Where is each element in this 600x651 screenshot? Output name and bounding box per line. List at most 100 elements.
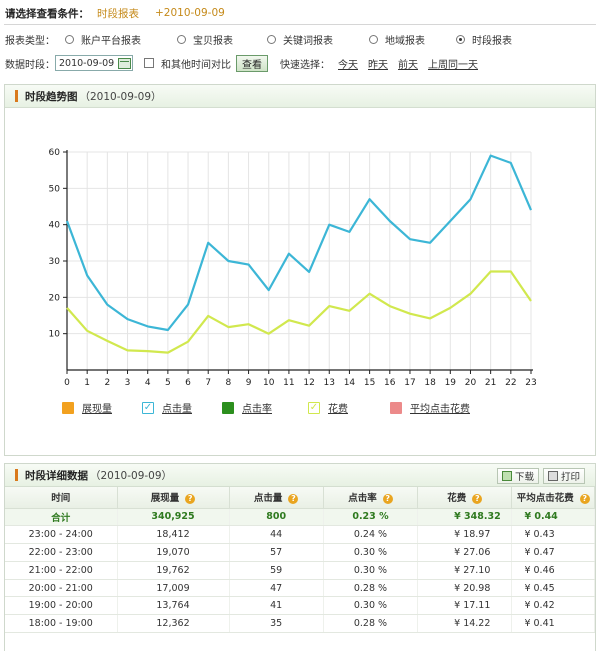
legend-item[interactable]: ✓ 花费 <box>308 400 348 415</box>
col-header-ctr[interactable]: 点击率? <box>323 487 419 509</box>
calendar-icon[interactable] <box>118 57 131 69</box>
cell: 0.30 % <box>323 543 419 562</box>
col-header-time[interactable]: 时间 <box>5 487 118 509</box>
legend-checkbox-checked-icon[interactable]: ✓ <box>308 401 320 414</box>
filter-title: 请选择查看条件： <box>5 7 89 20</box>
table-tools: 下载 打印 <box>496 468 585 484</box>
table-row: 21:00 - 22:00 19,762 59 0.30 % ¥ 27.10 ¥ 0.46 <box>5 561 595 580</box>
cell: ¥ 348.32 <box>417 508 513 527</box>
trend-panel-title: 时段趋势图 <box>25 90 78 103</box>
legend-item[interactable]: ✓ 点击量 <box>142 400 192 415</box>
cell: ¥ 27.10 <box>417 561 513 580</box>
cell: 22:00 - 23:00 <box>5 543 118 562</box>
legend-item[interactable]: 点击率 <box>222 400 272 415</box>
y-tick-label: 30 <box>49 257 61 267</box>
header-divider <box>4 24 596 25</box>
table-header-row: 时间 展现量? 点击量? 点击率? 花费? 平均点击花费? <box>5 487 595 509</box>
download-label: 下载 <box>514 472 534 483</box>
radio-region-report[interactable]: 地域报表 <box>369 32 456 47</box>
radio-circle[interactable] <box>177 34 186 44</box>
cell: 0.28 % <box>323 614 419 634</box>
cell: ¥ 20.98 <box>417 579 513 598</box>
report-type-row: 报表类型： 账户平台报表 宝贝报表 关键词报表 地域报表 时段报表 <box>5 31 512 47</box>
legend-checkbox-checked-icon[interactable]: ✓ <box>142 401 154 414</box>
print-button[interactable]: 打印 <box>542 468 585 484</box>
legend-item[interactable]: 平均点击花费 <box>390 400 470 415</box>
cell: 57 <box>229 543 324 562</box>
x-tick-label: 8 <box>226 378 232 388</box>
cell: 35 <box>229 614 324 634</box>
help-icon[interactable]: ? <box>288 493 299 504</box>
cell: 0.30 % <box>323 596 419 616</box>
compare-checkbox[interactable] <box>144 58 154 68</box>
help-icon[interactable]: ? <box>185 493 196 504</box>
download-icon <box>501 471 512 481</box>
x-tick-label: 15 <box>364 378 375 388</box>
cell: 19,070 <box>117 543 230 562</box>
y-tick-label: 50 <box>49 184 61 194</box>
col-header-cost[interactable]: 花费? <box>417 487 513 509</box>
query-button[interactable]: 查看 <box>236 54 268 72</box>
radio-account-report[interactable]: 账户平台报表 <box>65 32 177 47</box>
section-marker <box>15 90 18 102</box>
cell: ¥ 0.41 <box>511 614 595 634</box>
cell: 800 <box>229 508 324 527</box>
cell: 19:00 - 20:00 <box>5 596 118 616</box>
help-icon[interactable]: ? <box>472 493 483 504</box>
radio-label: 账户平台报表 <box>81 35 141 47</box>
radio-keyword-report[interactable]: 关键词报表 <box>267 32 369 47</box>
cell: 340,925 <box>117 508 230 527</box>
series-line <box>66 270 532 354</box>
legend-checkbox-icon[interactable] <box>390 401 402 414</box>
download-button[interactable]: 下载 <box>496 468 539 484</box>
radio-circle-selected[interactable] <box>456 34 465 44</box>
cell: 21:00 - 22:00 <box>5 561 118 580</box>
cell: 44 <box>229 525 324 545</box>
date-field[interactable]: 2010-09-09 <box>55 55 133 71</box>
radio-item-report[interactable]: 宝贝报表 <box>177 32 267 47</box>
quick-link-last-week[interactable]: 上周同一天 <box>428 59 478 71</box>
radio-circle[interactable] <box>369 34 378 44</box>
radio-circle[interactable] <box>65 34 74 44</box>
x-tick-label: 10 <box>263 378 275 388</box>
col-header-avg-cpc[interactable]: 平均点击花费? <box>511 487 595 509</box>
filter-header: 请选择查看条件： 时段报表 +2010-09-09 <box>5 5 225 21</box>
detail-panel-header: 时段详细数据 （2010-09-09） 下载 打印 <box>5 464 595 487</box>
legend-checkbox-icon[interactable] <box>62 401 74 414</box>
legend-checkbox-icon[interactable] <box>222 401 234 414</box>
section-marker <box>15 469 18 481</box>
detail-panel-title: 时段详细数据 <box>25 469 88 482</box>
x-tick-label: 1 <box>84 378 90 388</box>
x-tick-label: 23 <box>525 378 536 388</box>
radio-circle[interactable] <box>267 34 276 44</box>
x-tick-label: 2 <box>104 378 110 388</box>
legend-label: 展现量 <box>82 404 112 415</box>
cell: ¥ 0.47 <box>511 543 595 562</box>
x-tick-label: 20 <box>465 378 477 388</box>
trend-panel-header: 时段趋势图 （2010-09-09） <box>5 85 595 108</box>
quick-link-yesterday[interactable]: 昨天 <box>368 59 388 71</box>
radio-label: 时段报表 <box>472 35 512 47</box>
cell: ¥ 0.44 <box>511 508 595 527</box>
help-icon[interactable]: ? <box>382 493 393 504</box>
x-tick-label: 7 <box>205 378 211 388</box>
cell: 合计 <box>5 508 118 527</box>
x-tick-label: 19 <box>445 378 457 388</box>
trend-panel-date: （2010-09-09） <box>79 90 162 103</box>
legend-item[interactable]: 展现量 <box>62 400 112 415</box>
cell: 12,362 <box>117 614 230 634</box>
radio-time-report[interactable]: 时段报表 <box>456 32 512 47</box>
radio-label: 地域报表 <box>385 35 425 47</box>
quick-link-today[interactable]: 今天 <box>338 59 358 71</box>
x-tick-label: 14 <box>344 378 356 388</box>
selected-report-label: 时段报表 <box>97 7 139 20</box>
cell: ¥ 0.42 <box>511 596 595 616</box>
selected-date-label: +2010-09-09 <box>155 7 225 19</box>
help-icon[interactable]: ? <box>579 493 590 504</box>
x-tick-label: 9 <box>246 378 252 388</box>
col-header-impressions[interactable]: 展现量? <box>117 487 230 509</box>
col-header-clicks[interactable]: 点击量? <box>229 487 324 509</box>
trend-panel: 时段趋势图 （2010-09-09） <box>4 84 596 456</box>
quick-link-day-before[interactable]: 前天 <box>398 59 418 71</box>
cell: 0.24 % <box>323 525 419 545</box>
